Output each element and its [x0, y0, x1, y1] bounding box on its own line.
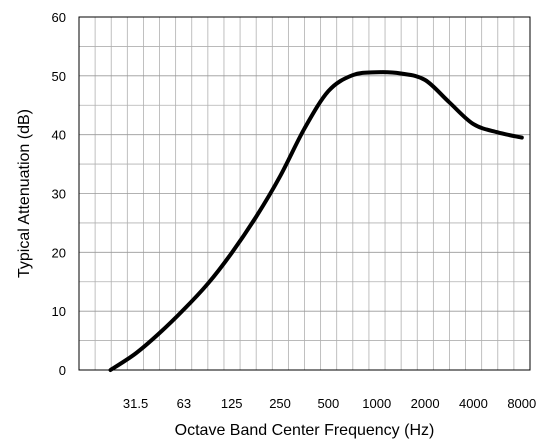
x-tick-label: 63: [177, 396, 191, 411]
x-tick-label: 125: [221, 396, 243, 411]
y-tick-label: 10: [52, 304, 66, 319]
y-tick-label: 50: [52, 69, 66, 84]
y-axis-label: Typical Attenuation (dB): [16, 109, 33, 278]
y-tick-label: 60: [52, 10, 66, 25]
x-tick-label: 4000: [459, 396, 488, 411]
x-tick-labels: 31.5 63 125 250 500 1000 2000 4000 8000: [123, 396, 536, 411]
x-tick-label: 31.5: [123, 396, 148, 411]
x-tick-label: 1000: [362, 396, 391, 411]
y-tick-label: 20: [52, 245, 66, 260]
x-tick-label: 250: [269, 396, 291, 411]
x-tick-label: 2000: [411, 396, 440, 411]
y-tick-label: 30: [52, 187, 66, 202]
attenuation-curve: [108, 70, 524, 372]
major-gridlines: [79, 75, 530, 312]
x-axis-label: Octave Band Center Frequency (Hz): [175, 422, 435, 439]
plot-frame: [78, 16, 531, 371]
x-tick-label: 500: [318, 396, 340, 411]
y-tick-label: 40: [52, 128, 66, 143]
x-tick-label: 8000: [507, 396, 536, 411]
y-tick-label: 0: [59, 363, 66, 378]
y-tick-labels: 0 10 20 30 40 50 60: [52, 10, 66, 378]
